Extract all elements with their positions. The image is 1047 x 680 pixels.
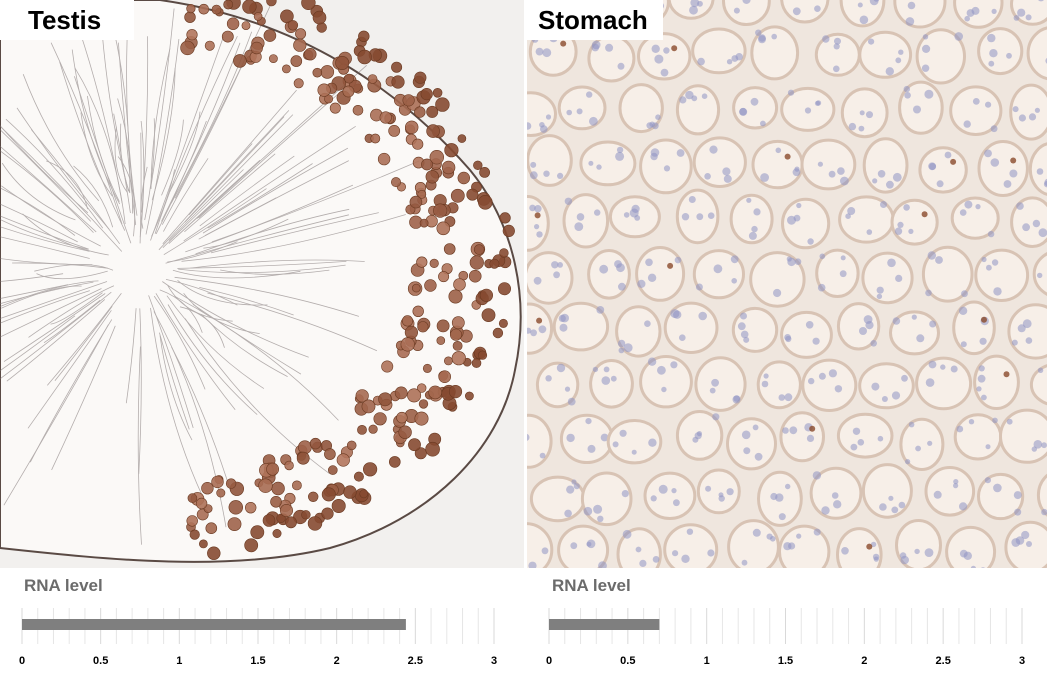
- stomach-tissue-image: [527, 0, 1047, 568]
- rna-level-title-stomach: RNA level: [552, 576, 631, 595]
- x-tick-label: 0: [19, 655, 25, 667]
- testis-tissue-image: [0, 0, 524, 568]
- rna-level-title-testis: RNA level: [24, 576, 103, 595]
- x-tick-label: 1.5: [250, 655, 265, 667]
- rna-bar-chart-stomach: 0 0.5 1 1.5 2 2.5 3: [546, 608, 1025, 667]
- rna-level-bar: [549, 619, 660, 630]
- x-tick-label: 1.5: [778, 655, 793, 667]
- stomach-panel: Stomach RNA level 0 0.5 1 1.5 2 2.5 3: [527, 0, 1047, 680]
- x-tick-label: 2: [861, 655, 867, 667]
- testis-micrograph: [0, 0, 524, 568]
- x-tick-label: 2.5: [408, 655, 423, 667]
- rna-level-bar: [22, 619, 406, 630]
- x-tick-label: 1: [704, 655, 710, 667]
- rna-bar-chart-testis: 0 0.5 1 1.5 2 2.5 3: [19, 608, 497, 667]
- stomach-micrograph: [527, 0, 1047, 568]
- testis-panel: Testis RNA level 0 0.5 1 1.5 2 2.5 3: [0, 0, 524, 667]
- x-tick-label: 0: [546, 655, 552, 667]
- x-tick-label: 0.5: [93, 655, 108, 667]
- x-tick-label: 0.5: [620, 655, 635, 667]
- x-tick-label: 2: [334, 655, 340, 667]
- x-tick-label: 1: [176, 655, 182, 667]
- tissue-label-stomach: Stomach: [527, 0, 663, 40]
- x-tick-label: 2.5: [936, 655, 951, 667]
- tissue-label-testis: Testis: [0, 0, 134, 40]
- x-tick-label: 3: [1019, 655, 1025, 667]
- x-tick-label: 3: [491, 655, 497, 667]
